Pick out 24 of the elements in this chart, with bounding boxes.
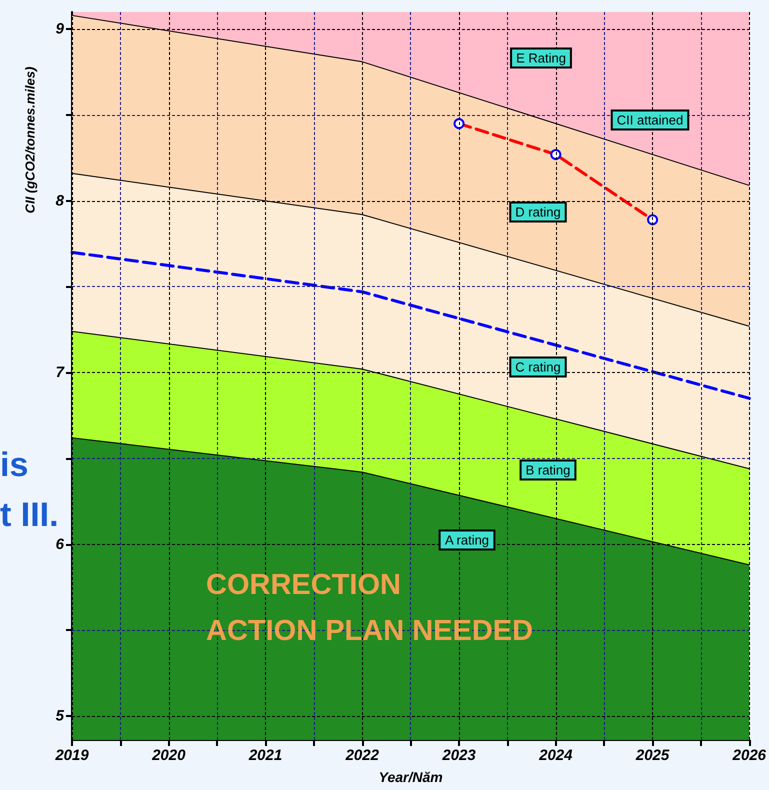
y-tick-label: 7 <box>56 364 65 382</box>
annotation: CII attained <box>616 112 684 128</box>
text: is <box>0 446 28 484</box>
x-tick-label: 2020 <box>151 747 186 764</box>
y-axis-title: CII (gCO2/tonnes.miles) <box>22 66 38 214</box>
y-tick-label: 9 <box>56 20 65 38</box>
x-tick-label: 2025 <box>634 747 670 764</box>
annotation: CORRECTION ACTION PLAN NEEDED <box>206 569 534 647</box>
y-tick-label: 5 <box>56 707 65 724</box>
annotation: D rating <box>515 204 561 220</box>
y-tick-label: 6 <box>56 536 65 553</box>
x-tick-label: 2022 <box>344 747 380 764</box>
y-tick-label: 8 <box>56 192 65 210</box>
x-tick-label: 2023 <box>441 747 476 764</box>
annotation: C rating <box>515 360 561 374</box>
annotation: A rating <box>444 532 490 548</box>
x-tick-label: 2026 <box>732 747 767 764</box>
annotation: E Rating <box>516 50 566 66</box>
annotation: B rating <box>526 462 570 478</box>
x-tick-label: 2019 <box>54 747 90 764</box>
x-axis-title: Year/Năm <box>378 769 443 785</box>
x-tick-label: 2024 <box>538 747 574 764</box>
x-tick-label: 2021 <box>248 747 282 764</box>
text: t III. <box>0 496 59 534</box>
